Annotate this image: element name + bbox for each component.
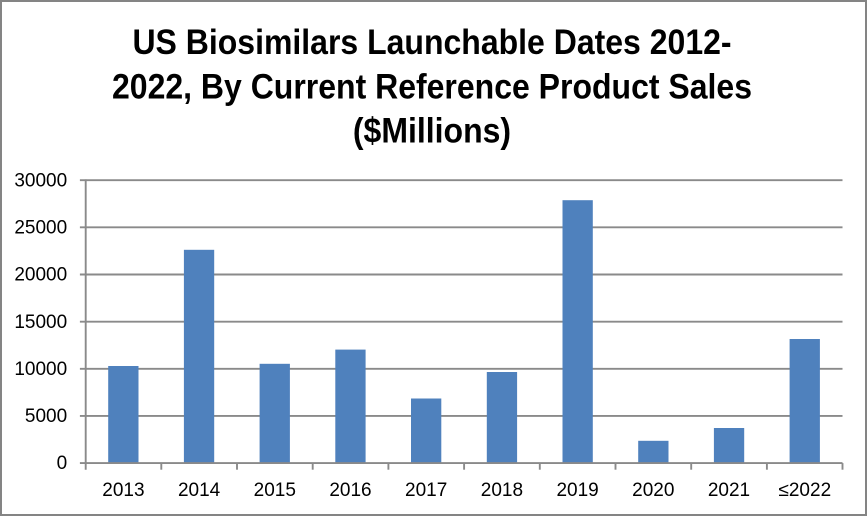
svg-text:2017: 2017: [405, 480, 447, 501]
svg-text:0: 0: [57, 453, 68, 474]
svg-text:US Biosimilars Launchable Date: US Biosimilars Launchable Dates 2012-: [132, 24, 731, 63]
svg-text:2018: 2018: [481, 480, 523, 501]
svg-text:2015: 2015: [254, 480, 296, 501]
svg-text:30000: 30000: [14, 170, 67, 191]
svg-text:2014: 2014: [178, 480, 221, 501]
svg-text:5000: 5000: [25, 406, 67, 427]
svg-text:2019: 2019: [556, 480, 598, 501]
svg-text:25000: 25000: [14, 218, 67, 239]
svg-text:($Millions): ($Millions): [353, 112, 511, 151]
svg-text:2013: 2013: [102, 480, 144, 501]
svg-text:2022, By Current Reference Pro: 2022, By Current Reference Product Sales: [112, 68, 752, 107]
svg-text:20000: 20000: [14, 265, 67, 286]
svg-text:10000: 10000: [14, 359, 67, 380]
svg-text:2021: 2021: [708, 480, 750, 501]
svg-text:2020: 2020: [632, 480, 674, 501]
svg-text:2016: 2016: [329, 480, 371, 501]
svg-text:≤2022: ≤2022: [778, 480, 831, 501]
svg-text:15000: 15000: [14, 312, 67, 333]
